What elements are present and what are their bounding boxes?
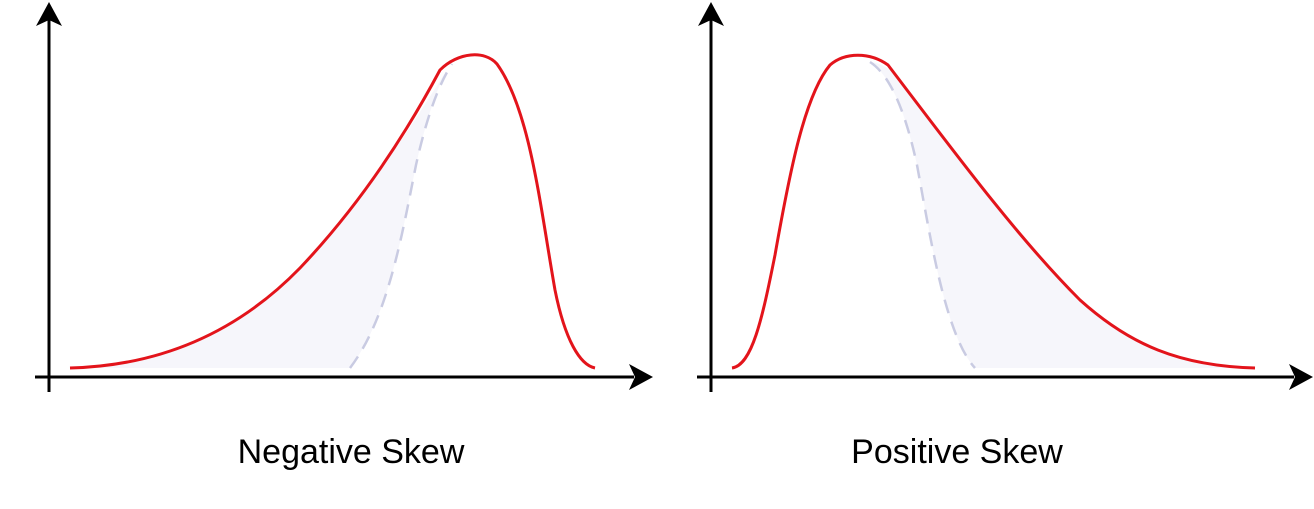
x-axis-arrow-negative	[629, 364, 653, 390]
skewed-curve-negative	[69, 53, 596, 370]
reference-normal-curve-negative	[349, 63, 454, 369]
y-axis-arrow-negative	[36, 2, 62, 26]
panel-negative-skew	[35, 2, 653, 392]
shaded-area-positive	[870, 62, 1255, 368]
caption-positive-skew: Positive Skew	[851, 433, 1063, 471]
caption-negative-skew: Negative Skew	[237, 433, 465, 471]
skewed-curve-positive	[731, 53, 1256, 370]
reference-normal-curve-positive	[869, 60, 976, 369]
x-axis-arrow-positive	[1289, 364, 1313, 390]
shaded-area-negative	[70, 68, 448, 368]
y-axis-arrow-positive	[698, 2, 724, 26]
panel-positive-skew	[697, 2, 1313, 392]
